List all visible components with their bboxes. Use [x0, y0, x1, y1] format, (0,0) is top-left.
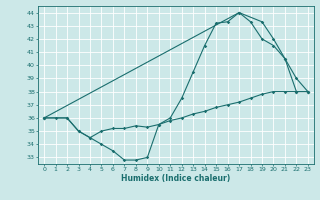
X-axis label: Humidex (Indice chaleur): Humidex (Indice chaleur) [121, 174, 231, 183]
